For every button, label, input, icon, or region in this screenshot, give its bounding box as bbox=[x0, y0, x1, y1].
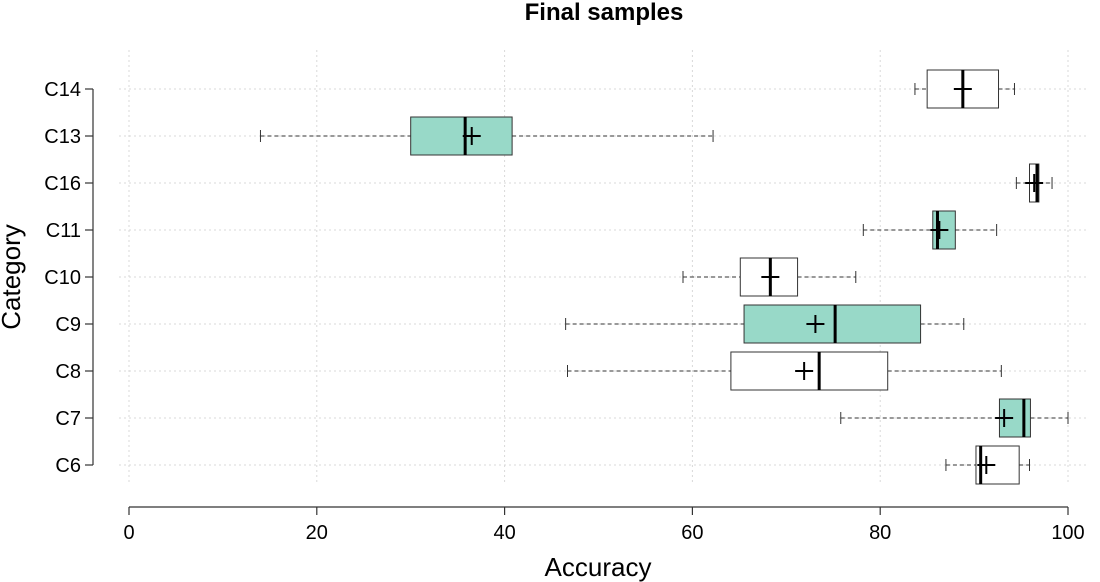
y-tick-label-C14: C14 bbox=[44, 79, 81, 101]
y-tick-label-C9: C9 bbox=[55, 314, 81, 336]
x-tick-label-20: 20 bbox=[306, 522, 328, 544]
x-tick-label-100: 100 bbox=[1051, 522, 1084, 544]
box-C16 bbox=[1015, 163, 1053, 203]
y-tick-label-C10: C10 bbox=[44, 267, 81, 289]
x-tick-label-60: 60 bbox=[681, 522, 703, 544]
axes bbox=[85, 88, 1069, 515]
x-tick-label-40: 40 bbox=[493, 522, 515, 544]
box-rect-C9 bbox=[743, 304, 922, 344]
x-tick-label-80: 80 bbox=[869, 522, 891, 544]
y-axis-label: Category bbox=[0, 224, 26, 330]
box-rect-C13 bbox=[410, 116, 513, 156]
box-C11 bbox=[862, 210, 998, 250]
y-tick-label-C16: C16 bbox=[44, 173, 81, 195]
box-C14 bbox=[914, 69, 1015, 109]
y-tick-label-C11: C11 bbox=[46, 220, 81, 242]
y-tick-label-C8: C8 bbox=[55, 361, 81, 383]
box-C10 bbox=[682, 257, 857, 297]
box-C9 bbox=[565, 304, 965, 344]
boxes bbox=[259, 69, 1069, 485]
box-C8 bbox=[567, 351, 1002, 391]
grid-lines bbox=[119, 50, 1088, 483]
tick-labels: 0 20 40 60 80 100 C14 C13 C16 C11 C10 C9 C8 C7 C6 bbox=[44, 79, 1084, 544]
box-C13 bbox=[259, 116, 714, 156]
x-tick-label-0: 0 bbox=[123, 522, 134, 544]
y-tick-label-C6: C6 bbox=[55, 455, 81, 477]
x-axis-label: Accuracy bbox=[545, 552, 652, 582]
chart-title: Final samples bbox=[525, 0, 684, 26]
y-tick-label-C7: C7 bbox=[55, 408, 81, 430]
box-C6 bbox=[945, 445, 1031, 485]
y-tick-label-C13: C13 bbox=[44, 126, 81, 148]
box-C7 bbox=[840, 398, 1069, 438]
